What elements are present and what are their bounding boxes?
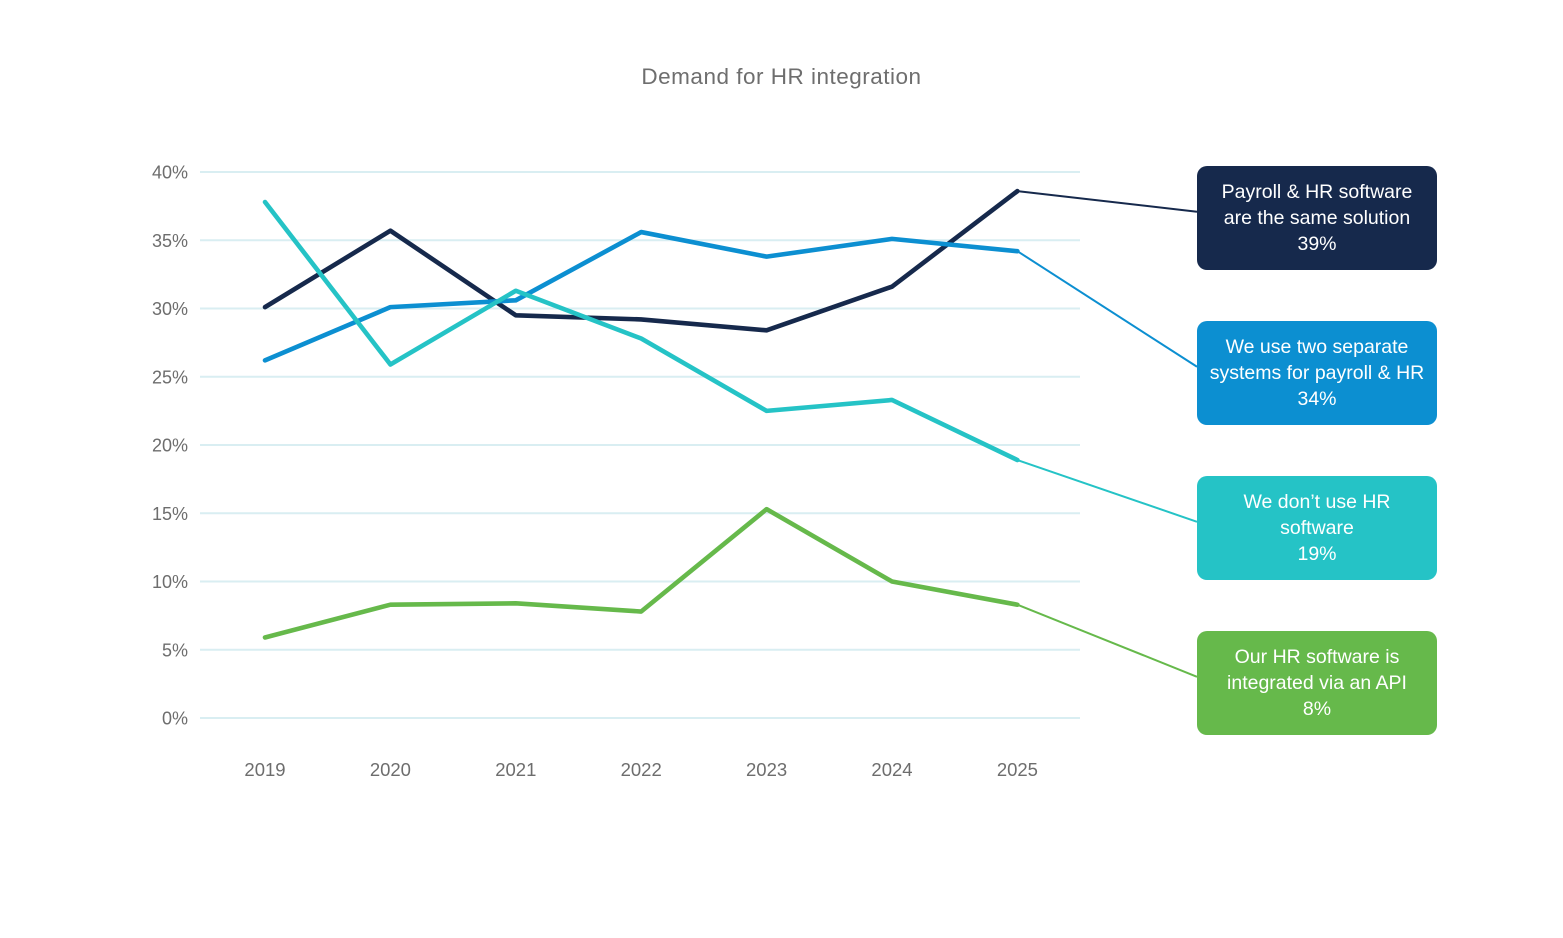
x-tick-label: 2023 [746, 759, 787, 780]
y-tick-label: 0% [162, 709, 188, 729]
x-tick-label: 2020 [370, 759, 411, 780]
legend-callout-percent: 34% [1297, 388, 1337, 410]
legend-callout-dont-use-hr-software: We don’t use HR software 19% [1197, 476, 1437, 580]
legend-callout-line: We don’t use HR [1243, 491, 1391, 513]
x-tick-label: 2022 [621, 759, 662, 780]
legend-callout-percent: 8% [1302, 698, 1332, 720]
y-tick-label: 20% [152, 436, 188, 456]
legend-callout-line: Payroll & HR software [1221, 181, 1413, 203]
y-tick-label: 15% [152, 504, 188, 524]
series-line-payroll-hr-same-solution [262, 188, 1020, 333]
legend-callout-payroll-hr-same-solution: Payroll & HR software are the same solut… [1197, 166, 1437, 270]
legend-callout-line: We use two separate [1225, 336, 1409, 358]
y-tick-label: 10% [152, 572, 188, 592]
series-line-integrated-via-api [262, 506, 1020, 640]
x-tick-label: 2025 [997, 759, 1038, 780]
chart-title: Demand for HR integration [641, 64, 922, 89]
x-tick-label: 2021 [495, 759, 536, 780]
legend-callout-percent: 19% [1297, 543, 1337, 565]
series-line-two-separate-systems [262, 229, 1020, 363]
legend-callout-line: are the same solution [1223, 207, 1411, 229]
legend-callout-line: Our HR software is [1234, 646, 1400, 668]
y-tick-label: 35% [152, 231, 188, 251]
legend-callout-integrated-via-api: Our HR software is integrated via an API… [1197, 631, 1437, 735]
y-tick-label: 40% [152, 163, 188, 183]
legend-callout-two-separate-systems: We use two separate systems for payroll … [1197, 321, 1437, 425]
leader-line-dont-use-hr-software [1017, 459, 1198, 523]
legend-callout-line: integrated via an API [1227, 672, 1407, 694]
y-tick-label: 30% [152, 299, 188, 319]
series-line-dont-use-hr-software [262, 199, 1020, 463]
x-tick-label: 2019 [244, 759, 285, 780]
y-tick-label: 25% [152, 367, 188, 387]
legend-callout-line: software [1280, 517, 1354, 539]
leader-line-integrated-via-api [1017, 603, 1198, 678]
legend-callout-percent: 39% [1297, 233, 1337, 255]
y-tick-label: 5% [162, 640, 188, 660]
legend-callout-line: systems for payroll & HR [1209, 362, 1425, 384]
x-tick-label: 2024 [871, 759, 912, 780]
leader-line-payroll-hr-same-solution [1017, 190, 1198, 213]
leader-line-two-separate-systems [1016, 250, 1198, 368]
